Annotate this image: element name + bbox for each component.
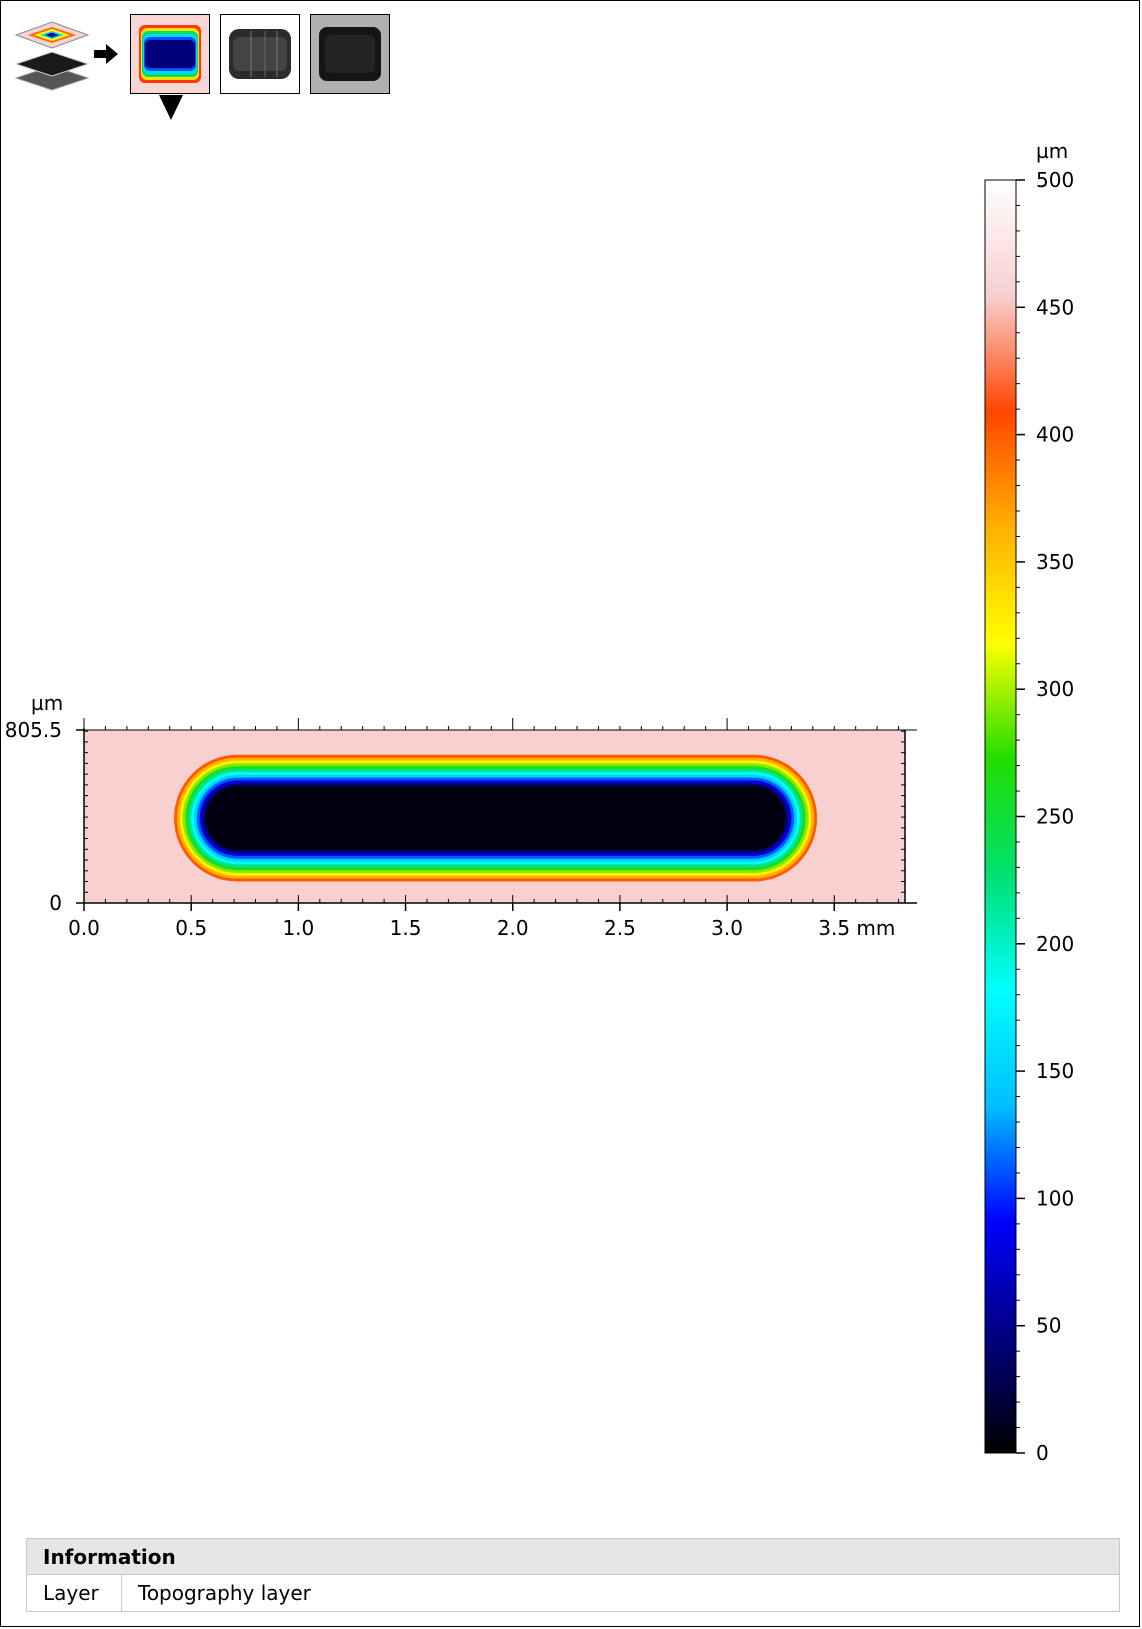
colorbar-tick-label: 0 xyxy=(1036,1441,1049,1465)
texture-thumbnail[interactable] xyxy=(310,14,390,94)
x-tick-label: 2.5 xyxy=(604,916,636,940)
x-tick-label: 0.0 xyxy=(68,916,100,940)
y-unit-label: µm xyxy=(31,691,63,715)
info-key-layer: Layer xyxy=(27,1575,122,1611)
selector-triangle-icon xyxy=(158,95,184,121)
slot-contour-band xyxy=(205,786,786,851)
topography-thumbnail[interactable] xyxy=(130,14,210,94)
x-tick-label: 3.5 mm xyxy=(818,916,895,940)
colorbar-tick-label: 100 xyxy=(1036,1186,1074,1210)
intensity-thumbnail[interactable] xyxy=(220,14,300,94)
colorbar-tick-label: 200 xyxy=(1036,932,1074,956)
info-row: Layer Topography layer xyxy=(27,1575,1119,1611)
colorbar-tick-label: 350 xyxy=(1036,550,1074,574)
colorbar-tick-label: 50 xyxy=(1036,1314,1061,1338)
topography-chart: 0.0 0.5 1.0 1.5 2.0 2.5 3.0 3.5 mm 0 805.5 µm 0 50… xyxy=(5,139,1074,1465)
info-value-layer: Topography layer xyxy=(138,1581,311,1605)
x-tick-label: 2.0 xyxy=(497,916,529,940)
x-tick-label: 0.5 xyxy=(175,916,207,940)
layers-icon[interactable] xyxy=(14,18,90,94)
colorbar-tick-label: 150 xyxy=(1036,1059,1074,1083)
arrow-right-icon xyxy=(94,44,120,64)
colorbar-unit-label: µm xyxy=(1036,139,1068,163)
x-tick-label: 1.5 xyxy=(390,916,422,940)
colorbar-tick-label: 450 xyxy=(1036,295,1074,319)
colorbar-tick-label: 250 xyxy=(1036,805,1074,829)
info-table: Information Layer Topography layer xyxy=(26,1538,1120,1612)
x-tick-label: 3.0 xyxy=(711,916,743,940)
x-tick-label: 1.0 xyxy=(282,916,314,940)
colorbar-tick-label: 500 xyxy=(1036,168,1074,192)
colorbar-tick-label: 400 xyxy=(1036,423,1074,447)
colorbar xyxy=(984,179,1017,1454)
y-tick-label: 805.5 xyxy=(5,718,62,742)
colorbar-tick-label: 300 xyxy=(1036,677,1074,701)
info-heading: Information xyxy=(27,1539,1119,1575)
y-tick-label: 0 xyxy=(49,891,62,915)
